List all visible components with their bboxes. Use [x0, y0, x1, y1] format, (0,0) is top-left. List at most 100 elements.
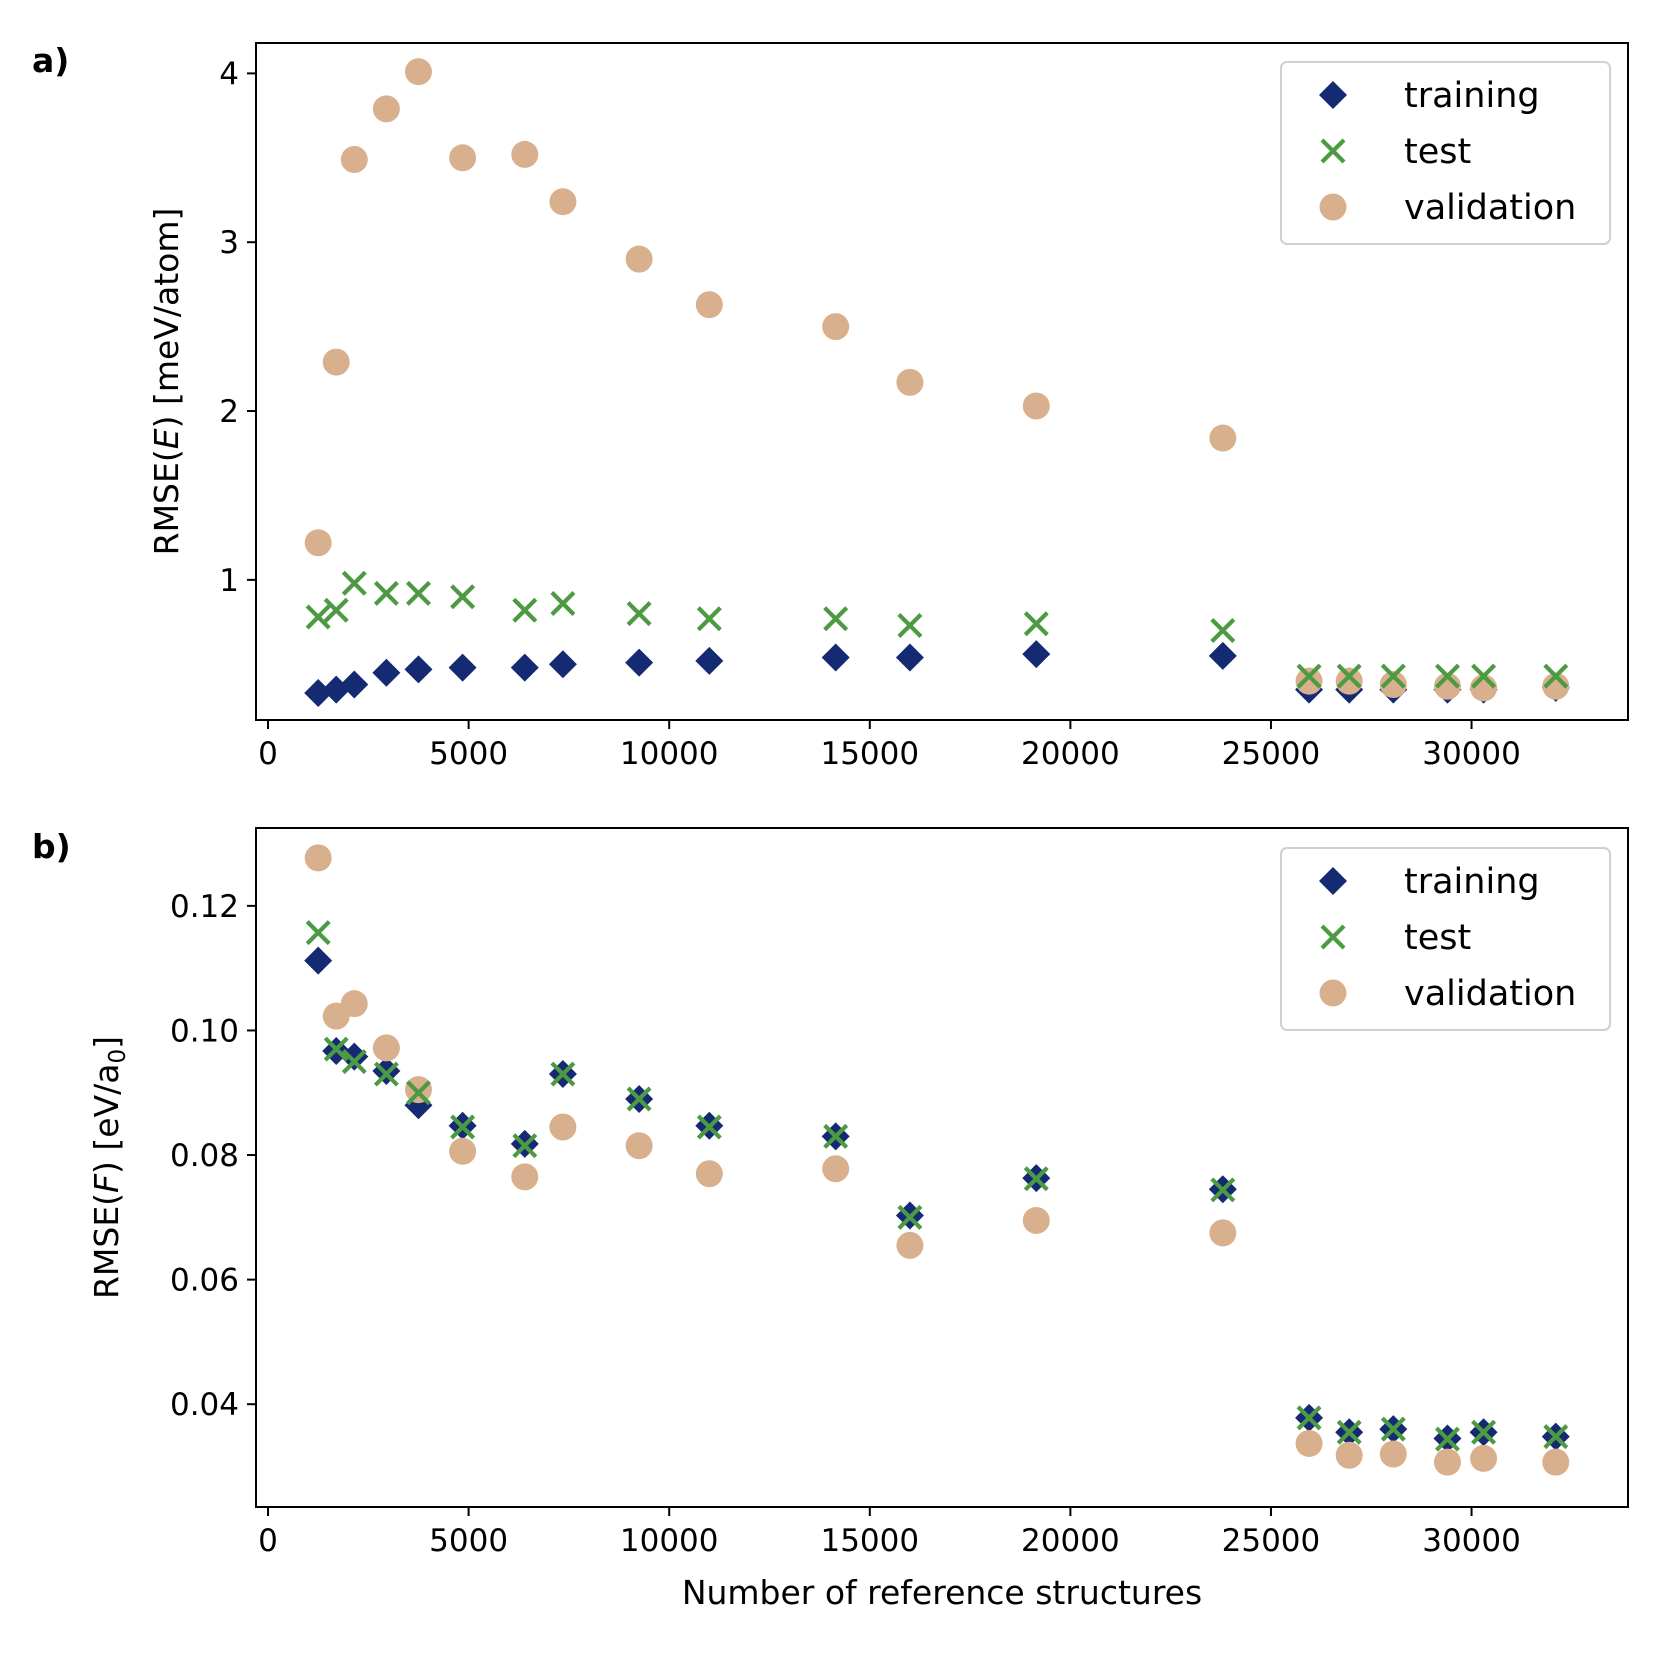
- test-point: [305, 920, 331, 946]
- validation-point: [549, 188, 577, 216]
- x-tick-label: 0: [258, 1523, 278, 1559]
- validation-point: [695, 291, 723, 319]
- validation-point: [449, 144, 477, 172]
- test-point: [1336, 663, 1362, 689]
- legend-label-test: test: [1404, 132, 1471, 172]
- series-validation: [304, 844, 1570, 1476]
- training-point: [372, 658, 401, 687]
- training-point: [340, 1042, 369, 1071]
- training-point: [821, 643, 850, 672]
- legend-marker-training: [1319, 81, 1347, 109]
- test-point: [450, 584, 476, 610]
- panel-label: b): [32, 827, 71, 866]
- x-tick-label: 0: [258, 736, 278, 772]
- validation-point: [1295, 1429, 1323, 1457]
- validation-point: [1470, 1444, 1498, 1472]
- test-point: [897, 612, 923, 638]
- y-axis-label-part: E: [147, 428, 186, 449]
- test-point: [1296, 663, 1322, 689]
- x-tick-label: 5000: [429, 1523, 508, 1559]
- validation-point: [1433, 672, 1461, 700]
- validation-point: [549, 1113, 577, 1141]
- test-point: [1434, 663, 1460, 689]
- test-point: [1543, 1424, 1569, 1450]
- training-point: [895, 643, 924, 672]
- series-test: [305, 920, 1569, 1452]
- legend: training test validation: [1280, 61, 1611, 245]
- x-axis: 0 5000 10000 15000 20000 25000 30000: [258, 1507, 1521, 1559]
- validation-point: [511, 1163, 539, 1191]
- validation-point: [1335, 667, 1363, 695]
- x-tick-label: 20000: [1021, 1523, 1120, 1559]
- validation-point: [625, 245, 653, 273]
- test-point: [550, 591, 576, 616]
- validation-point: [1379, 1440, 1407, 1468]
- x-tick-label: 15000: [820, 736, 919, 772]
- test-point: [1543, 663, 1569, 689]
- training-point: [695, 646, 724, 675]
- validation-point: [340, 145, 368, 173]
- y-axis-label: RMSE(E) [meV/atom]: [147, 208, 186, 556]
- test-point: [1296, 1405, 1322, 1431]
- x-tick-label: 15000: [820, 1523, 919, 1559]
- panel-b: b) 0 5000 10000 15000 20000 25000 30000 0.04 0.06…: [32, 827, 1629, 1612]
- validation-point: [1209, 1219, 1237, 1247]
- test-point: [405, 580, 431, 606]
- test-point: [373, 580, 399, 606]
- validation-point: [304, 529, 332, 557]
- test-point: [450, 1114, 476, 1140]
- y-axis-label-part: RMSE(: [147, 449, 186, 555]
- training-point: [304, 678, 333, 707]
- test-point: [1210, 618, 1236, 644]
- test-point: [823, 606, 849, 632]
- legend-box: [1280, 847, 1611, 1031]
- legend-label-validation: validation: [1404, 974, 1576, 1014]
- validation-point: [322, 348, 350, 376]
- legend-label-validation: validation: [1404, 188, 1576, 228]
- x-tick-label: 20000: [1021, 736, 1120, 772]
- legend-marker-validation: [1319, 979, 1347, 1007]
- y-tick-label: 0.04: [170, 1387, 239, 1423]
- validation-point: [304, 844, 332, 872]
- y-axis-label-part: RMSE(: [87, 1193, 126, 1299]
- test-point: [626, 1086, 652, 1112]
- validation-point: [1022, 1206, 1050, 1234]
- y-axis-label-part: ) [eV/a: [87, 1063, 126, 1173]
- panel-label: a): [32, 41, 69, 80]
- series-validation: [304, 58, 1570, 702]
- test-point: [1023, 1166, 1049, 1192]
- validation-point: [340, 990, 368, 1018]
- test-point: [305, 604, 331, 630]
- test-point: [1336, 1419, 1362, 1445]
- test-point: [1210, 1177, 1236, 1203]
- x-tick-label: 25000: [1222, 736, 1321, 772]
- test-point: [696, 606, 722, 632]
- validation-point: [1542, 1448, 1570, 1476]
- test-point: [323, 1036, 349, 1062]
- y-axis-label-part: F: [87, 1173, 126, 1193]
- y-axis: 1 2 3 4: [219, 56, 256, 599]
- legend-marker-validation: [1319, 193, 1347, 221]
- validation-point: [404, 58, 432, 86]
- test-point: [626, 601, 652, 627]
- validation-point: [1295, 667, 1323, 695]
- panel-a: a) 0 5000 10000 15000 20000 25000 30000 1 2 3 4 RMSE…: [32, 41, 1629, 772]
- validation-point: [404, 1076, 432, 1104]
- validation-point: [1022, 392, 1050, 420]
- training-point: [304, 946, 333, 975]
- y-axis-label-part: 0: [105, 1049, 131, 1064]
- y-tick-label: 3: [219, 225, 239, 261]
- training-point: [404, 655, 433, 684]
- test-point: [897, 1204, 923, 1230]
- test-point: [512, 597, 538, 623]
- validation-point: [896, 368, 924, 396]
- validation-point: [822, 313, 850, 341]
- validation-point: [695, 1160, 723, 1188]
- y-tick-label: 2: [219, 394, 239, 430]
- validation-point: [449, 1137, 477, 1165]
- test-point: [341, 1049, 367, 1075]
- test-point: [512, 1133, 538, 1159]
- test-point: [341, 570, 367, 596]
- legend-marker-training: [1319, 867, 1347, 895]
